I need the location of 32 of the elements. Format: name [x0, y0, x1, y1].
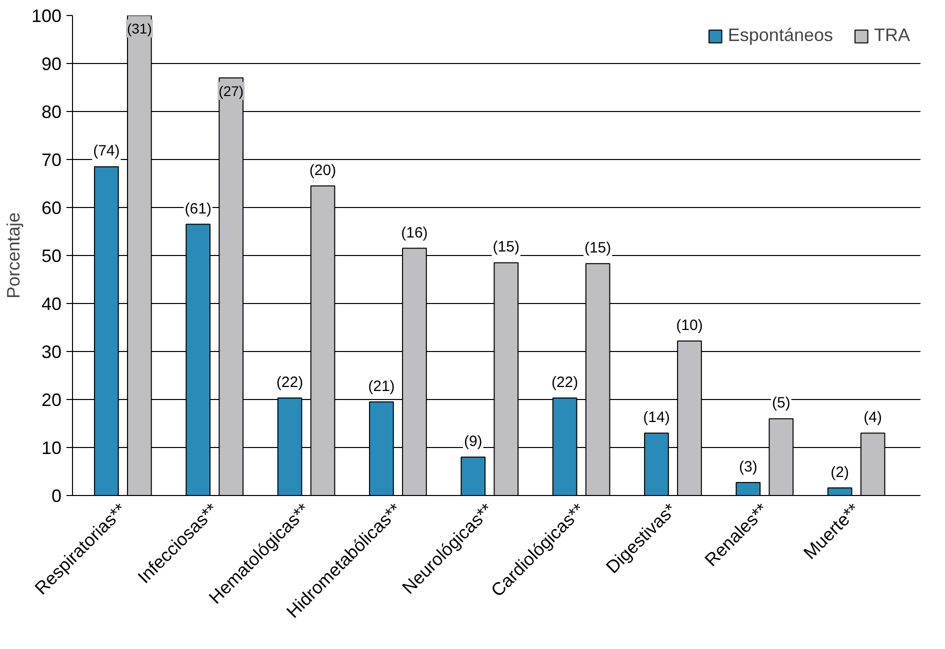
annotation: (2) [830, 464, 850, 481]
annotation: (31) [126, 20, 152, 36]
y-tick-label: 100 [31, 6, 62, 26]
annotation: (5) [772, 394, 790, 412]
y-tick-label: 70 [41, 150, 62, 170]
y-tick-label: 10 [41, 438, 62, 458]
annotation: (9) [464, 433, 482, 450]
annotation: (20) [309, 162, 336, 179]
annotation: (22) [551, 374, 578, 392]
annotation: (15) [492, 238, 520, 256]
y-tick-label: 90 [41, 54, 62, 74]
y-tick-label: 60 [41, 198, 62, 218]
y-tick-label: 40 [41, 294, 62, 314]
legend-label: Espontáneos [728, 25, 833, 46]
annotation: (3) [738, 458, 758, 476]
y-tick-label: 0 [51, 486, 62, 506]
y-axis-title: Porcentaje [3, 212, 24, 299]
annotation: (10) [676, 316, 703, 334]
annotation: (14) [643, 409, 670, 426]
y-tick-label: 80 [41, 102, 62, 122]
annotation: (21) [368, 378, 395, 395]
annotation: (16) [401, 224, 428, 242]
y-tick-label: 50 [41, 246, 62, 266]
annotation: (27) [218, 82, 244, 99]
annotation: (61) [184, 200, 212, 218]
y-tick-label: 30 [41, 342, 62, 362]
annotation: (4) [864, 409, 882, 426]
annotation: (15) [584, 240, 612, 257]
annotation: (74) [93, 142, 120, 160]
y-tick-label: 20 [41, 390, 62, 410]
annotation: (22) [276, 374, 304, 392]
legend-label: TRA [874, 25, 910, 46]
